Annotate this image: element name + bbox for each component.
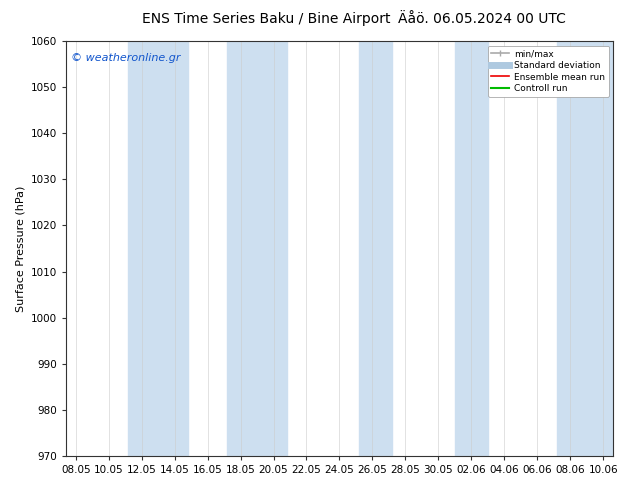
- Bar: [129, 41, 188, 456]
- Y-axis label: Surface Pressure (hPa): Surface Pressure (hPa): [15, 185, 25, 312]
- Bar: [455, 41, 488, 456]
- Text: Äåö. 06.05.2024 00 UTC: Äåö. 06.05.2024 00 UTC: [398, 12, 566, 26]
- Text: ENS Time Series Baku / Bine Airport: ENS Time Series Baku / Bine Airport: [142, 12, 391, 26]
- Legend: min/max, Standard deviation, Ensemble mean run, Controll run: min/max, Standard deviation, Ensemble me…: [488, 46, 609, 97]
- Bar: [359, 41, 392, 456]
- Text: © weatheronline.gr: © weatheronline.gr: [71, 53, 181, 64]
- Bar: [228, 41, 287, 456]
- Bar: [557, 41, 619, 456]
